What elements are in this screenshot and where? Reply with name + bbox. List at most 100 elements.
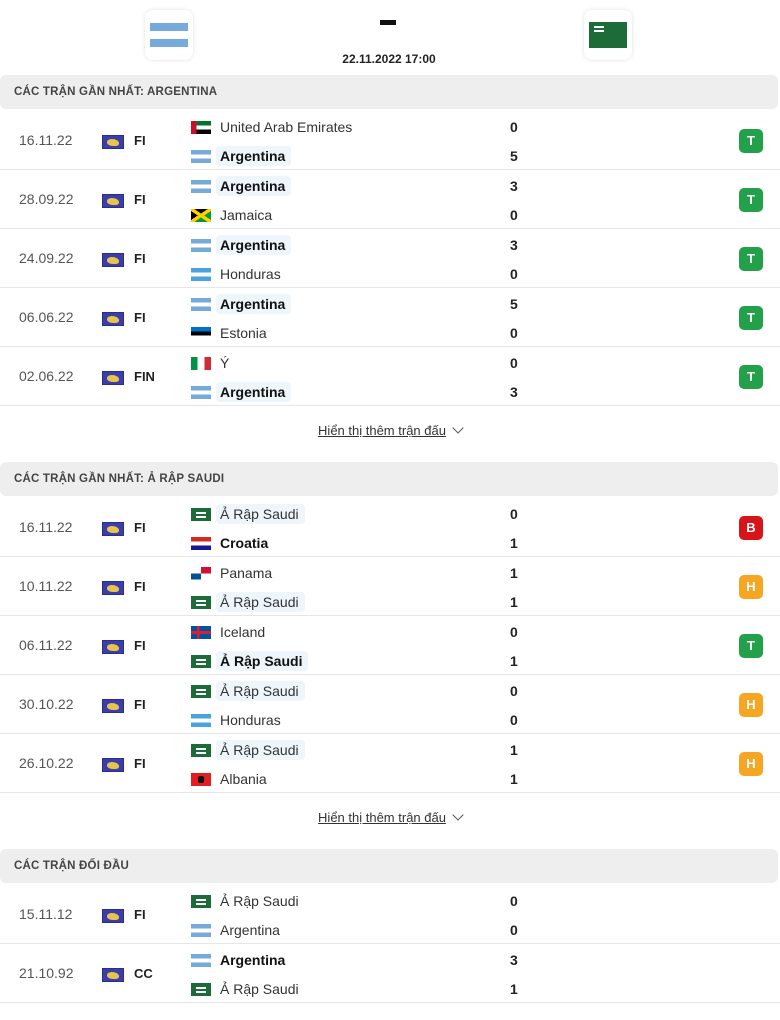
arg-flag-icon: [191, 149, 211, 163]
away-team[interactable]: Croatia: [186, 531, 274, 555]
match-row[interactable]: 15.11.12 FI Ả Rập Saudi 0 Argentina 0: [0, 885, 780, 944]
sections: CÁC TRẬN GẦN NHẤT: ARGENTINA 16.11.22 FI Un…: [0, 75, 780, 1003]
away-team[interactable]: Argentina: [186, 380, 292, 404]
home-team-name: Argentina: [216, 294, 292, 314]
ita-flag-icon: [191, 356, 211, 370]
home-team-name: Panama: [220, 565, 273, 581]
away-team[interactable]: Argentina: [186, 918, 286, 942]
competition-code: FI: [134, 697, 146, 712]
competition-icon: [102, 581, 124, 595]
result-badge: T: [739, 129, 763, 153]
home-team[interactable]: Ý: [186, 351, 235, 375]
home-team[interactable]: Ả Rập Saudi: [186, 679, 305, 703]
away-team[interactable]: Ả Rập Saudi: [186, 977, 305, 1001]
away-team[interactable]: Albania: [186, 767, 273, 791]
home-score: 0: [510, 893, 518, 909]
match-row[interactable]: 21.10.92 CC Argentina 3 Ả Rập Saudi 1: [0, 944, 780, 1003]
match-row[interactable]: 16.11.22 FI Ả Rập Saudi 0 Croatia 1 B: [0, 498, 780, 557]
home-team[interactable]: Iceland: [186, 620, 271, 644]
ksa-flag-icon: [191, 684, 211, 698]
hon-flag-icon: [191, 267, 211, 281]
section: CÁC TRẬN ĐỐI ĐẦU 15.11.12 FI Ả Rập Saudi 0 Ar…: [0, 849, 780, 1003]
home-team[interactable]: Ả Rập Saudi: [186, 738, 305, 762]
match-date: 06.11.22: [19, 637, 73, 653]
competition-icon: [102, 758, 124, 772]
uae-flag-icon: [191, 120, 211, 134]
competition-code: FI: [134, 251, 146, 266]
match-row[interactable]: 26.10.22 FI Ả Rập Saudi 1 Albania 1 H: [0, 734, 780, 793]
match-date: 28.09.22: [19, 191, 74, 207]
home-team[interactable]: Argentina: [186, 174, 292, 198]
match-row[interactable]: 10.11.22 FI Panama 1 Ả Rập Saudi 1 H: [0, 557, 780, 616]
away-score: 1: [510, 653, 518, 669]
home-team-logo[interactable]: [145, 10, 193, 60]
competition-code: FI: [134, 192, 146, 207]
away-team-name: Croatia: [220, 535, 269, 551]
home-team[interactable]: Argentina: [186, 292, 292, 316]
home-team[interactable]: Ả Rập Saudi: [186, 502, 305, 526]
away-team[interactable]: Argentina: [186, 144, 292, 168]
competition-icon: [102, 640, 124, 654]
match-header: 22.11.2022 17:00: [0, 0, 780, 75]
show-more-link[interactable]: Hiển thị thêm trận đấu: [0, 793, 780, 849]
competition-icon: [102, 135, 124, 149]
competition-icon: [102, 968, 124, 982]
home-score: 0: [510, 624, 518, 640]
home-score: 3: [510, 952, 518, 968]
home-team-name: Iceland: [220, 624, 266, 640]
home-score: 0: [510, 683, 518, 699]
arg-flag-icon: [191, 238, 211, 252]
home-team[interactable]: Panama: [186, 561, 278, 585]
show-more-link[interactable]: Hiển thị thêm trận đấu: [0, 406, 780, 462]
alb-flag-icon: [191, 772, 211, 786]
ksa-flag-icon: [191, 894, 211, 908]
home-team-name: United Arab Emirates: [220, 119, 353, 135]
result-badge: B: [739, 516, 763, 540]
home-team-name: Argentina: [216, 235, 292, 255]
ksa-flag-icon: [191, 654, 211, 668]
result-badge: T: [739, 365, 763, 389]
home-score: 0: [510, 355, 518, 371]
away-team[interactable]: Honduras: [186, 708, 287, 732]
ksa-flag-icon: [191, 595, 211, 609]
competition-code: FI: [134, 756, 146, 771]
match-date: 16.11.22: [19, 132, 73, 148]
competition-icon: [102, 909, 124, 923]
away-team[interactable]: Ả Rập Saudi: [186, 590, 305, 614]
argentina-flag-icon: [150, 23, 188, 47]
away-team[interactable]: Honduras: [186, 262, 287, 286]
home-team-name: Ả Rập Saudi: [220, 893, 299, 909]
competition-code: CC: [134, 966, 153, 981]
away-team-name: Ả Rập Saudi: [220, 981, 299, 997]
arg-flag-icon: [191, 179, 211, 193]
away-score: 1: [510, 771, 518, 787]
home-team[interactable]: Ả Rập Saudi: [186, 889, 305, 913]
home-team[interactable]: United Arab Emirates: [186, 115, 358, 139]
home-team[interactable]: Argentina: [186, 948, 291, 972]
match-row[interactable]: 06.11.22 FI Iceland 0 Ả Rập Saudi 1 T: [0, 616, 780, 675]
away-team-logo[interactable]: [584, 10, 632, 60]
away-team[interactable]: Jamaica: [186, 203, 278, 227]
match-row[interactable]: 06.06.22 FI Argentina 5 Estonia 0 T: [0, 288, 780, 347]
home-team-name: Argentina: [220, 952, 286, 968]
away-team-name: Honduras: [220, 712, 281, 728]
away-team-name: Argentina: [216, 146, 292, 166]
match-row[interactable]: 02.06.22 FIN Ý 0 Argentina 3 T: [0, 347, 780, 406]
ksa-flag-icon: [191, 743, 211, 757]
match-row[interactable]: 30.10.22 FI Ả Rập Saudi 0 Honduras 0 H: [0, 675, 780, 734]
section-header: CÁC TRẬN ĐỐI ĐẦU: [0, 849, 778, 883]
match-row[interactable]: 24.09.22 FI Argentina 3 Honduras 0 T: [0, 229, 780, 288]
away-team[interactable]: Ả Rập Saudi: [186, 649, 309, 673]
section-header: CÁC TRẬN GẦN NHẤT: ARGENTINA: [0, 75, 778, 109]
away-team[interactable]: Estonia: [186, 321, 273, 345]
away-score: 3: [510, 384, 518, 400]
match-row[interactable]: 16.11.22 FI United Arab Emirates 0 Argentina…: [0, 111, 780, 170]
chevron-down-icon: [452, 809, 464, 821]
match-date: 24.09.22: [19, 250, 74, 266]
home-score: 1: [510, 565, 518, 581]
match-row[interactable]: 28.09.22 FI Argentina 3 Jamaica 0 T: [0, 170, 780, 229]
home-team[interactable]: Argentina: [186, 233, 292, 257]
competition-icon: [102, 194, 124, 208]
away-team-name: Argentina: [220, 922, 280, 938]
ksa-flag-icon: [191, 982, 211, 996]
